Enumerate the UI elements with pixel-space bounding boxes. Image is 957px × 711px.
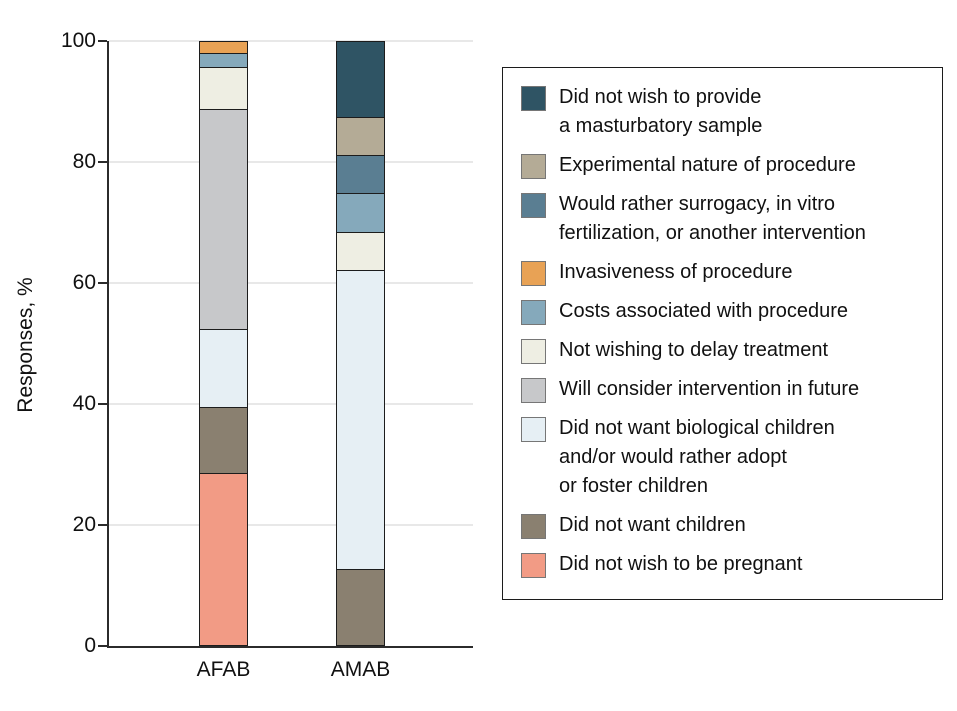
plot-area (107, 40, 473, 648)
legend-item: Would rather surrogacy, in vitro fertiliz… (521, 192, 928, 248)
legend-label: Did not wish to provide a masturbatory sa… (559, 83, 762, 141)
y-tick-mark-60 (98, 282, 107, 284)
legend-label-line: Invasiveness of procedure (559, 261, 793, 283)
y-tick-label: 20 (72, 513, 96, 536)
legend-swatch (521, 193, 546, 218)
legend-item: Not wishing to delay treatment (521, 338, 928, 365)
legend-item: Did not wish to be pregnant (521, 552, 928, 579)
y-tick-label: 100 (60, 29, 96, 52)
legend-label-line: a masturbatory sample (559, 115, 763, 137)
y-tick-label: 0 (84, 634, 96, 657)
y-tick-label: 60 (72, 271, 96, 294)
gridline-40 (109, 403, 473, 405)
legend-label: Did not want children (559, 511, 746, 540)
legend-label: Not wishing to delay treatment (559, 336, 828, 365)
legend-label-line: fertilization, or another intervention (559, 222, 866, 244)
legend-swatch (521, 339, 546, 364)
bar-amab (336, 41, 385, 646)
bar-segment (337, 42, 384, 117)
bar-segment (337, 231, 384, 270)
y-tick-mark-20 (98, 524, 107, 526)
legend-label-line: Did not want biological children (559, 417, 835, 439)
legend: Did not wish to provide a masturbatory sa… (502, 67, 943, 600)
bar-segment (337, 116, 384, 155)
legend-item: Did not want biological children and/or w… (521, 416, 928, 501)
legend-label-line: Will consider intervention in future (559, 378, 860, 400)
legend-swatch (521, 86, 546, 111)
legend-swatch (521, 154, 546, 179)
y-tick-label: 80 (72, 150, 96, 173)
legend-label: Experimental nature of procedure (559, 151, 856, 180)
bar-segment (200, 109, 247, 329)
legend-item: Will consider intervention in future (521, 377, 928, 404)
legend-label: Did not wish to be pregnant (559, 550, 803, 579)
bar-segment (200, 328, 247, 408)
gridline-100 (109, 40, 473, 42)
gridline-80 (109, 161, 473, 163)
legend-label-line: and/or would rather adopt (559, 446, 787, 468)
legend-item: Invasiveness of procedure (521, 260, 928, 287)
bar-segment (200, 66, 247, 110)
legend-item: Experimental nature of procedure (521, 153, 928, 180)
y-tick-mark-40 (98, 403, 107, 405)
legend-swatch (521, 553, 546, 578)
bar-segment (200, 53, 247, 67)
legend-label-line: or foster children (559, 475, 708, 497)
gridline-60 (109, 282, 473, 284)
legend-swatch (521, 261, 546, 286)
legend-label: Would rather surrogacy, in vitro fertiliz… (559, 190, 866, 248)
bar-segment (337, 269, 384, 570)
legend-label-line: Costs associated with procedure (559, 300, 849, 322)
bar-segment (337, 569, 384, 645)
legend-swatch (521, 378, 546, 403)
bar-afab (199, 41, 248, 646)
legend-label: Will consider intervention in future (559, 375, 859, 404)
legend-label: Did not want biological children and/or w… (559, 414, 835, 501)
legend-label: Costs associated with procedure (559, 297, 848, 326)
legend-swatch (521, 300, 546, 325)
legend-label-line: Would rather surrogacy, in vitro (559, 193, 836, 215)
legend-label-line: Not wishing to delay treatment (559, 339, 829, 361)
legend-label: Invasiveness of procedure (559, 258, 792, 287)
y-tick-mark-0 (98, 645, 107, 647)
bar-segment (200, 407, 247, 474)
bar-segment (200, 473, 247, 645)
bar-segment (337, 193, 384, 232)
legend-label-line: Did not want children (559, 514, 746, 536)
y-tick-mark-80 (98, 161, 107, 163)
y-tick-mark-100 (98, 40, 107, 42)
legend-item: Did not want children (521, 513, 928, 540)
gridline-20 (109, 524, 473, 526)
legend-item: Did not wish to provide a masturbatory sa… (521, 85, 928, 141)
legend-swatch (521, 514, 546, 539)
legend-label-line: Experimental nature of procedure (559, 154, 856, 176)
legend-label-line: Did not wish to provide (559, 86, 762, 108)
y-tick-label: 40 (72, 392, 96, 415)
x-tick-label-amab: AMAB (330, 658, 391, 681)
bar-segment (337, 154, 384, 194)
legend-item: Costs associated with procedure (521, 299, 928, 326)
x-tick-label-afab: AFAB (196, 658, 251, 681)
legend-swatch (521, 417, 546, 442)
legend-label-line: Did not wish to be pregnant (559, 553, 803, 575)
bar-segment (200, 42, 247, 54)
